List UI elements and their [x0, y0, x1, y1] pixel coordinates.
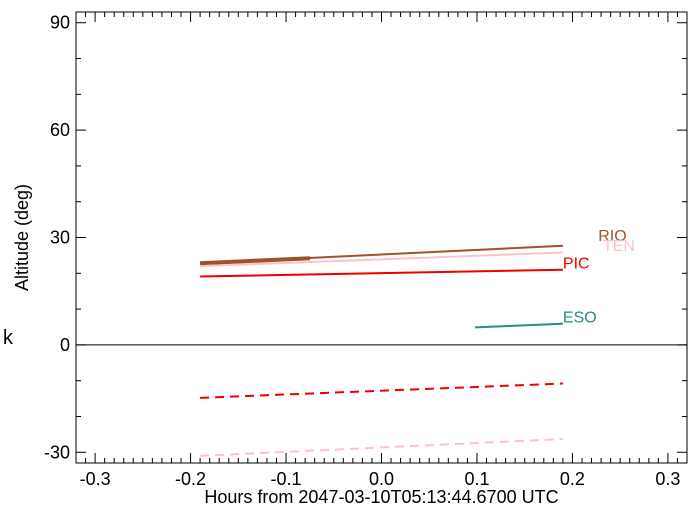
y-tick-labels: -30 0 30 60 90: [44, 13, 70, 463]
x-axis-title: Hours from 2047-03-10T05:13:44.6700 UTC: [204, 487, 558, 507]
y-tick-label: 30: [50, 228, 70, 248]
series-label-ten: TEN: [603, 238, 635, 255]
series-line-highlight: [200, 256, 310, 266]
y-tick-label: 90: [50, 13, 70, 33]
x-tick-label: 0.1: [464, 469, 489, 489]
plot-frame: [75, 11, 688, 464]
y-axis-title: Altitude (deg): [12, 184, 32, 291]
series-label-pic: PIC: [563, 256, 590, 273]
series-lines: [200, 244, 563, 457]
series-line-dashed: [200, 382, 563, 399]
y-tick-label: 0: [60, 335, 70, 355]
x-tick-label: -0.2: [175, 469, 206, 489]
series-line-eso: [475, 322, 563, 329]
series-label-rio: RIO: [598, 228, 626, 245]
x-tick-label: -0.3: [80, 469, 111, 489]
y-tick-label: 60: [50, 120, 70, 140]
side-label: k: [2, 328, 14, 351]
x-tick-label: -0.1: [271, 469, 302, 489]
series-line-pic: [200, 268, 563, 278]
x-tick-label: 0.3: [655, 469, 680, 489]
axis-ticks: [75, 12, 688, 463]
x-tick-label: 0.2: [560, 469, 585, 489]
x-tick-label: 0.0: [369, 469, 394, 489]
x-tick-labels: -0.3 -0.2 -0.1 0.0 0.1 0.2 0.3: [80, 469, 681, 489]
series-label-eso: ESO: [563, 309, 597, 326]
series-line-ten: [200, 251, 563, 268]
series-line-dashed: [200, 438, 563, 457]
y-tick-label: -30: [44, 442, 70, 462]
